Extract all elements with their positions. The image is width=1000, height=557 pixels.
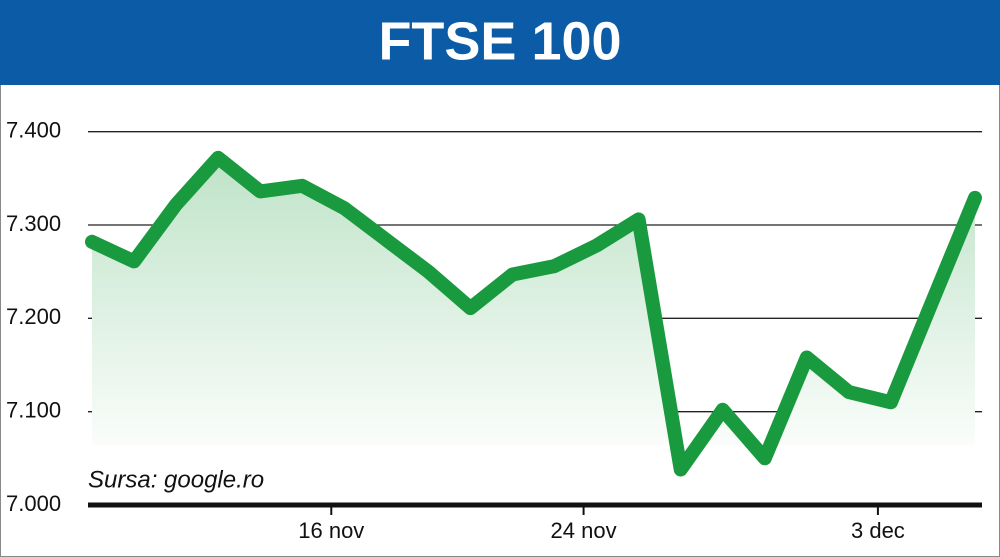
- x-tick-label: 24 nov: [551, 518, 617, 543]
- x-tick-label: 3 dec: [851, 518, 905, 543]
- y-tick-label: 7.200: [6, 304, 61, 329]
- plot: 7.000 7.100 7.200 7.300 7.400 16 nov 24 nov 3 d…: [6, 117, 982, 543]
- y-tick-label: 7.400: [6, 117, 61, 142]
- x-tick-label: 16 nov: [298, 518, 364, 543]
- source-note: Sursa: google.ro: [88, 466, 264, 493]
- y-tick-label: 7.100: [6, 397, 61, 422]
- chart-title: FTSE 100: [378, 11, 621, 71]
- y-tick-label: 7.000: [6, 491, 61, 516]
- line: [85, 150, 982, 477]
- y-tick-label: 7.300: [6, 211, 61, 236]
- area: [92, 157, 975, 470]
- header: [0, 0, 1000, 85]
